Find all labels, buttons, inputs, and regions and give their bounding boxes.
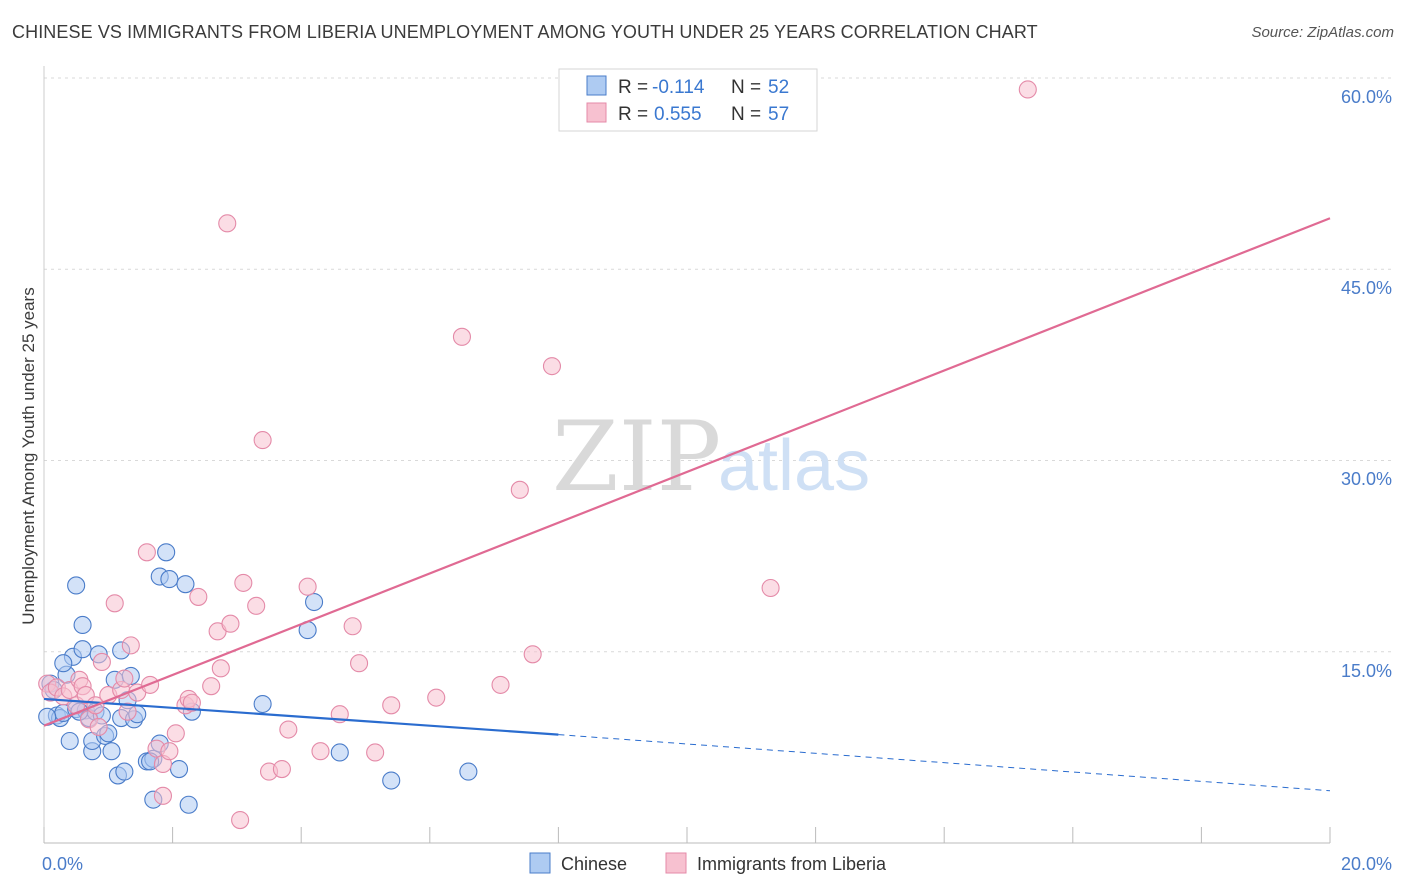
chinese-point	[160, 570, 179, 589]
chinese-point	[73, 615, 92, 635]
liberia-point	[510, 480, 529, 499]
liberia-point	[153, 786, 173, 805]
chart-title: CHINESE VS IMMIGRANTS FROM LIBERIA UNEMP…	[12, 22, 1038, 42]
liberia-point	[202, 677, 221, 696]
liberia-point	[427, 688, 446, 707]
y-tick-60: 60.0%	[1341, 87, 1392, 107]
legend-r-label-chinese: R =	[618, 77, 648, 98]
liberia-point	[452, 327, 472, 346]
liberia-point	[137, 543, 156, 562]
watermark-atlas: atlas	[718, 426, 870, 506]
grid	[44, 77, 1392, 653]
liberia-point	[115, 669, 134, 688]
data-points	[38, 80, 1037, 830]
chinese-point	[330, 743, 349, 762]
legend-n-label-chinese: N =	[731, 77, 761, 98]
y-ticks: 15.0% 30.0% 45.0% 60.0%	[1341, 87, 1392, 681]
liberia-point	[218, 214, 237, 233]
liberia-point	[234, 573, 253, 592]
liberia-point	[350, 654, 369, 673]
legend-n-value-chinese: 52	[768, 77, 789, 98]
liberia-point	[189, 587, 208, 606]
legend-swatch-liberia	[586, 102, 607, 123]
liberia-point	[118, 702, 137, 721]
chinese-point	[382, 771, 401, 790]
chinese-trend-line	[43, 697, 559, 736]
chinese-point	[60, 731, 79, 751]
chinese-point	[169, 759, 189, 779]
source-credit: Source: ZipAtlas.com	[1251, 24, 1394, 41]
y-tick-30: 30.0%	[1341, 469, 1392, 489]
liberia-point	[166, 724, 185, 743]
liberia-point	[221, 614, 240, 633]
x-tick-max: 20.0%	[1341, 854, 1392, 874]
legend-swatch-chinese	[586, 75, 607, 96]
y-tick-45: 45.0%	[1341, 278, 1392, 298]
liberia-point	[491, 675, 510, 694]
chinese-point	[73, 640, 92, 659]
liberia-point	[105, 594, 124, 613]
chinese-point	[102, 742, 121, 761]
liberia-trend-line	[43, 217, 1331, 727]
chinese-point	[157, 543, 176, 562]
chinese-point	[459, 762, 478, 781]
chinese-point	[305, 592, 324, 612]
bottom-legend-swatch-liberia	[665, 852, 687, 874]
liberia-point	[272, 759, 291, 779]
legend-r-value-liberia: 0.555	[654, 104, 702, 125]
liberia-point	[542, 357, 562, 376]
liberia-point	[160, 742, 179, 761]
legend-n-label-liberia: N =	[731, 104, 761, 125]
legend-r-value-chinese: -0.114	[652, 77, 705, 98]
liberia-point	[253, 431, 272, 450]
x-tick-min: 0.0%	[42, 854, 83, 874]
chinese-point	[176, 575, 195, 594]
y-tick-15: 15.0%	[1341, 661, 1392, 681]
legend-n-value-liberia: 57	[768, 104, 789, 125]
liberia-point	[231, 810, 250, 830]
chinese-point	[179, 795, 198, 814]
correlation-legend: R = -0.114 N = 52 R = 0.555 N = 57	[558, 68, 818, 132]
liberia-point	[343, 617, 362, 636]
y-axis-label: Unemployment Among Youth under 25 years	[19, 287, 38, 624]
trend-lines	[43, 217, 1331, 792]
legend-r-label-liberia: R =	[618, 104, 648, 125]
series-legend: Chinese Immigrants from Liberia	[529, 852, 887, 874]
liberia-point	[211, 659, 230, 678]
liberia-point	[1018, 80, 1037, 99]
chinese-point	[115, 762, 134, 781]
liberia-point	[121, 636, 140, 655]
liberia-point	[182, 693, 201, 712]
liberia-point	[366, 743, 385, 762]
chinese-point	[253, 694, 272, 714]
chinese-point	[67, 576, 86, 595]
liberia-point	[523, 645, 542, 664]
liberia-point	[311, 742, 330, 761]
liberia-point	[279, 720, 298, 739]
liberia-point	[92, 652, 111, 672]
liberia-point	[298, 577, 317, 596]
watermark-zip: ZIP	[552, 401, 721, 513]
bottom-legend-label-liberia: Immigrants from Liberia	[697, 854, 887, 874]
bottom-legend-label-chinese: Chinese	[561, 854, 627, 874]
liberia-point	[382, 696, 401, 715]
chinese-trend-extension	[558, 734, 1331, 792]
chinese-point	[54, 654, 73, 673]
bottom-legend-swatch-chinese	[529, 852, 551, 874]
liberia-point	[761, 578, 780, 598]
liberia-point	[247, 596, 266, 615]
liberia-point	[89, 717, 108, 737]
